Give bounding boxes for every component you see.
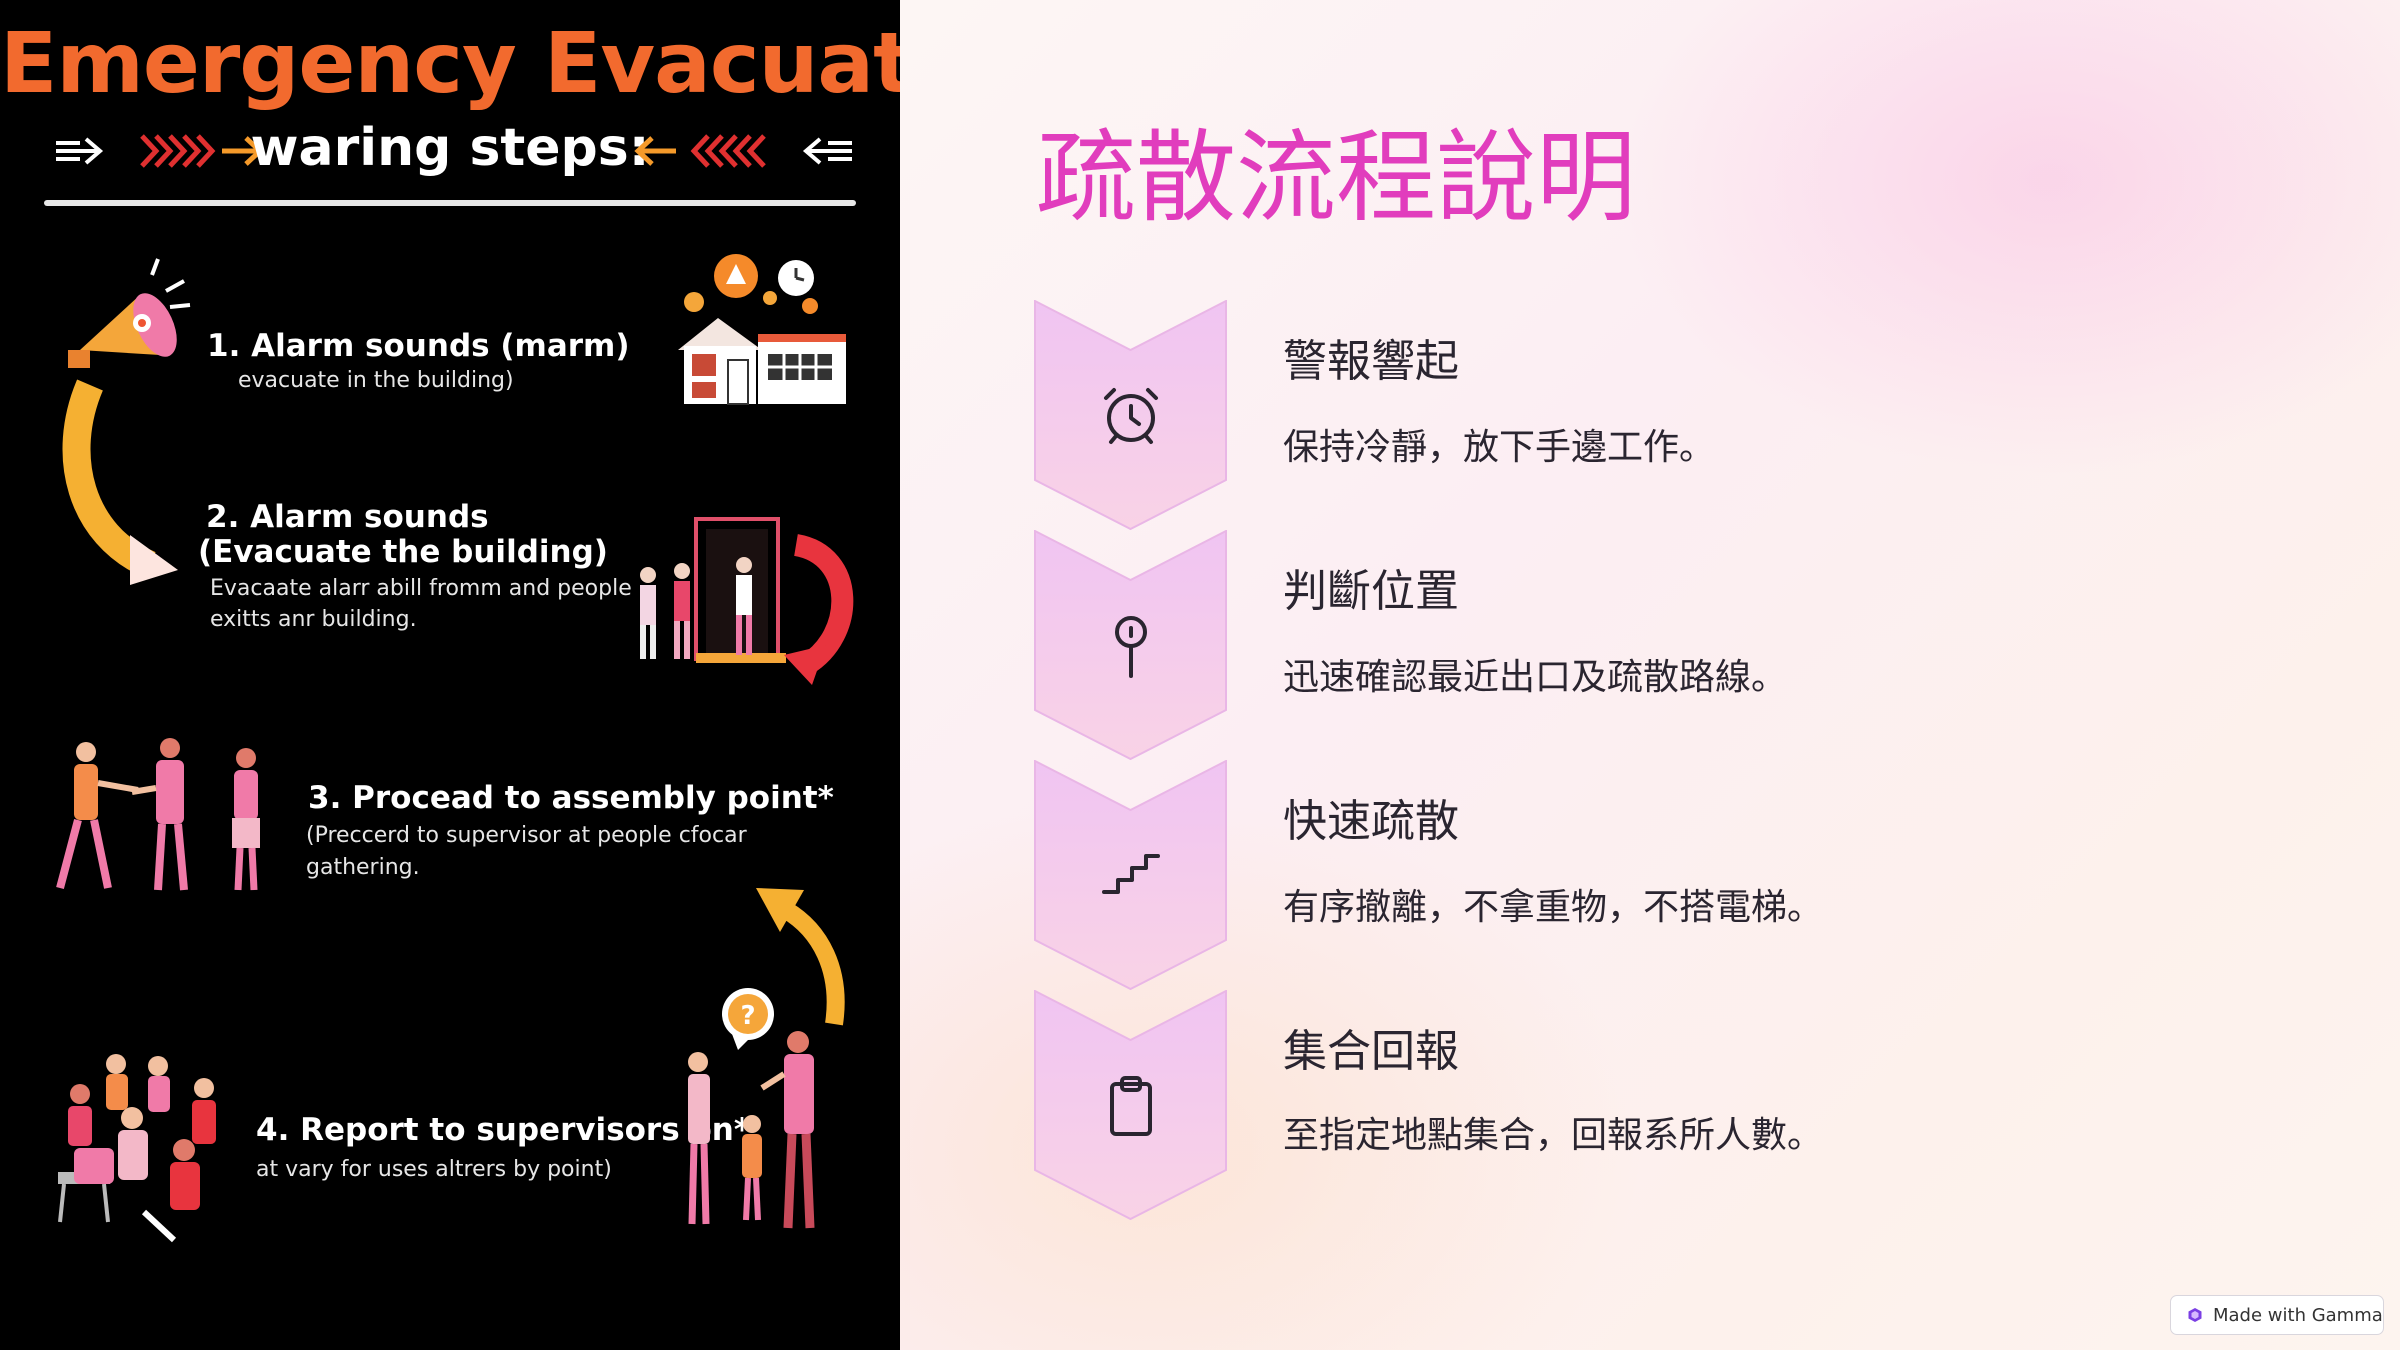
step-chevron-3 bbox=[1034, 760, 1227, 990]
chevron-shape bbox=[1034, 990, 1227, 1220]
stairs-icon bbox=[1102, 854, 1160, 894]
step-chevron-1 bbox=[1034, 300, 1227, 530]
step-4-description: 至指定地點集合，回報系所人數。 bbox=[1283, 1115, 1824, 1156]
poster-step-2-title-line-2: (Evacuate the building) bbox=[198, 534, 608, 570]
made-with-gamma-badge[interactable]: Made with Gamma bbox=[2170, 1295, 2384, 1335]
made-with-gamma-label: Made with Gamma bbox=[2213, 1304, 2383, 1326]
poster-step-2-title-line-1: 2. Alarm sounds bbox=[206, 499, 489, 535]
question-conversation-icon: ? bbox=[688, 988, 815, 1229]
step-chevron-2 bbox=[1034, 530, 1227, 760]
poster-step-3-desc-line-2: gathering. bbox=[306, 855, 420, 880]
right-arrows-icon bbox=[634, 134, 852, 168]
poster-subtitle: waring steps: bbox=[250, 118, 650, 178]
poster-step-4-desc: at vary for uses altrers by point) bbox=[256, 1157, 612, 1182]
curved-arrow-icon bbox=[756, 888, 845, 1026]
step-4-heading: 集合回報 bbox=[1283, 1026, 1459, 1077]
step-3-description: 有序撤離，不拿重物，不搭電梯。 bbox=[1283, 887, 1824, 928]
slide-title: 疏散流程說明 bbox=[1036, 119, 1636, 236]
step-chevron-4 bbox=[1034, 990, 1227, 1220]
poster-title: Emergency Evacuation bbox=[0, 14, 900, 112]
evacuation-poster-image: Emergency Evacuation waring steps: bbox=[0, 0, 900, 1350]
poster-step-1-desc: evacuate in the building) bbox=[238, 368, 514, 393]
people-exiting-door-icon bbox=[640, 517, 854, 685]
poster-step-4-title: 4. Report to supervisors on* bbox=[256, 1112, 751, 1148]
step-1-heading: 警報響起 bbox=[1283, 336, 1459, 387]
poster-step-2-desc-line-2: exitts anr building. bbox=[210, 607, 417, 632]
step-1-description: 保持冷靜，放下手邊工作。 bbox=[1283, 427, 1716, 468]
megaphone-icon bbox=[62, 258, 191, 585]
poster-divider bbox=[44, 200, 856, 206]
left-arrows-icon bbox=[56, 134, 264, 168]
group-people-icon bbox=[56, 738, 260, 891]
svg-text:?: ? bbox=[740, 1001, 755, 1031]
step-2-description: 迅速確認最近出口及疏散路線。 bbox=[1283, 657, 1788, 698]
alarm-clock-icon bbox=[1104, 388, 1158, 444]
poster-step-3-title: 3. Procead to assembly point* bbox=[308, 780, 834, 816]
map-pin-icon bbox=[1115, 616, 1147, 678]
step-3-heading: 快速疏散 bbox=[1283, 796, 1459, 847]
poster-step-1-title: 1. Alarm sounds (marm) bbox=[207, 328, 630, 364]
building-alarm-icon bbox=[678, 254, 846, 405]
gamma-logo-icon bbox=[2188, 1308, 2202, 1322]
poster-step-2-desc-line-1: Evacaate alarr abill fromm and people bbox=[210, 576, 632, 601]
clipboard-icon bbox=[1110, 1076, 1152, 1136]
people-meeting-icon bbox=[58, 1054, 216, 1243]
step-2-heading: 判斷位置 bbox=[1283, 566, 1459, 617]
poster-step-3-desc-line-1: (Preccerd to supervisor at people cfocar bbox=[306, 823, 747, 848]
